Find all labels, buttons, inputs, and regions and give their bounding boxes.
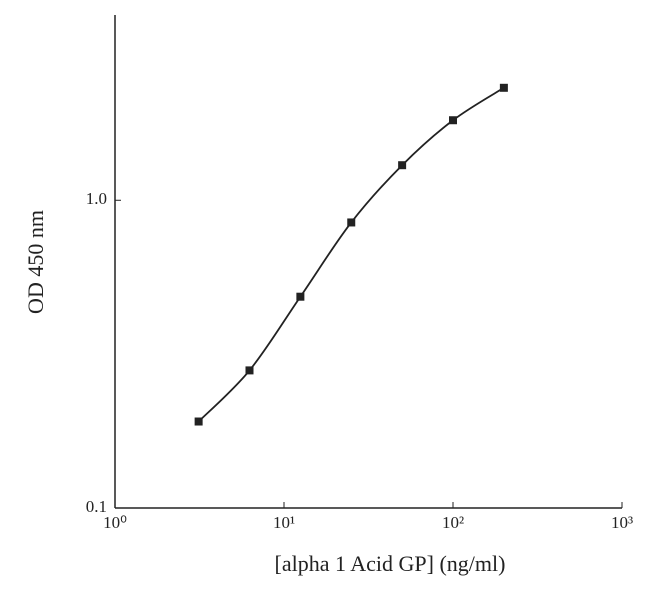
point xyxy=(296,292,305,301)
curve xyxy=(197,87,505,423)
point xyxy=(449,116,457,125)
x-tick-label: 10² xyxy=(442,513,464,532)
x-tick-label: 10¹ xyxy=(273,513,295,532)
y-tick-label: 1.0 xyxy=(86,189,107,208)
x-tick-label: 10³ xyxy=(611,513,633,532)
x-axis-label: [alpha 1 Acid GP] (ng/ml) xyxy=(275,551,506,576)
y-axis-label: OD 450 nm xyxy=(23,210,48,314)
x-tick-label: 10⁰ xyxy=(103,513,127,532)
point xyxy=(499,83,508,92)
y-tick-label: 0.1 xyxy=(86,497,107,516)
point xyxy=(245,366,254,375)
point xyxy=(398,161,407,170)
point xyxy=(347,218,356,227)
point xyxy=(194,417,203,426)
